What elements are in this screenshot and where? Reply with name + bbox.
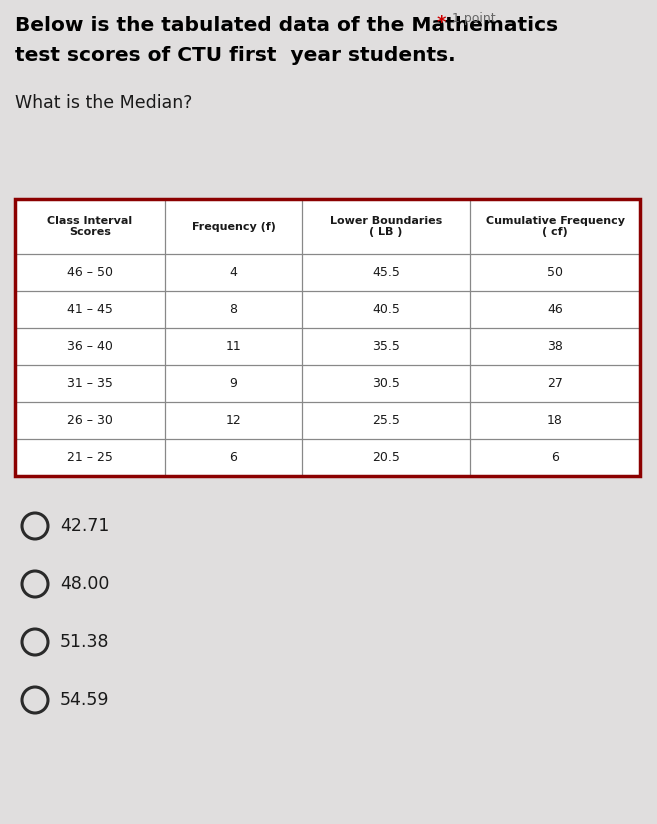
Text: 1 point: 1 point <box>452 12 495 25</box>
Text: 35.5: 35.5 <box>372 340 400 353</box>
Text: 8: 8 <box>229 303 237 316</box>
Text: 4: 4 <box>229 266 237 279</box>
Text: 48.00: 48.00 <box>60 575 109 593</box>
Text: 38: 38 <box>547 340 563 353</box>
Bar <box>15 199 640 476</box>
Text: 46 – 50: 46 – 50 <box>67 266 113 279</box>
Text: test scores of CTU first  year students.: test scores of CTU first year students. <box>15 46 455 65</box>
Text: 20.5: 20.5 <box>372 451 400 464</box>
Text: 41 – 45: 41 – 45 <box>67 303 113 316</box>
Text: 27: 27 <box>547 377 563 390</box>
Text: 26 – 30: 26 – 30 <box>67 414 113 427</box>
Text: 12: 12 <box>225 414 241 427</box>
Text: 6: 6 <box>551 451 559 464</box>
Text: 31 – 35: 31 – 35 <box>67 377 113 390</box>
Text: 42.71: 42.71 <box>60 517 109 535</box>
Text: 21 – 25: 21 – 25 <box>67 451 113 464</box>
Text: 40.5: 40.5 <box>372 303 400 316</box>
Text: 18: 18 <box>547 414 563 427</box>
Text: 30.5: 30.5 <box>372 377 400 390</box>
Text: Lower Boundaries
( LB ): Lower Boundaries ( LB ) <box>330 216 442 237</box>
Text: 50: 50 <box>547 266 563 279</box>
Text: Cumulative Frequency
( cf): Cumulative Frequency ( cf) <box>486 216 625 237</box>
Text: 46: 46 <box>547 303 563 316</box>
Text: 51.38: 51.38 <box>60 633 110 651</box>
Text: 36 – 40: 36 – 40 <box>67 340 113 353</box>
Text: What is the Median?: What is the Median? <box>15 94 193 112</box>
Text: 25.5: 25.5 <box>372 414 400 427</box>
Text: 45.5: 45.5 <box>372 266 400 279</box>
Text: 9: 9 <box>229 377 237 390</box>
Text: 54.59: 54.59 <box>60 691 110 709</box>
Text: Frequency (f): Frequency (f) <box>192 222 275 232</box>
Bar <box>15 199 640 476</box>
Text: 11: 11 <box>225 340 241 353</box>
Text: Below is the tabulated data of the Mathematics: Below is the tabulated data of the Mathe… <box>15 16 558 35</box>
Text: 6: 6 <box>229 451 237 464</box>
Text: *: * <box>437 14 447 32</box>
Text: Class Interval
Scores: Class Interval Scores <box>47 216 133 237</box>
